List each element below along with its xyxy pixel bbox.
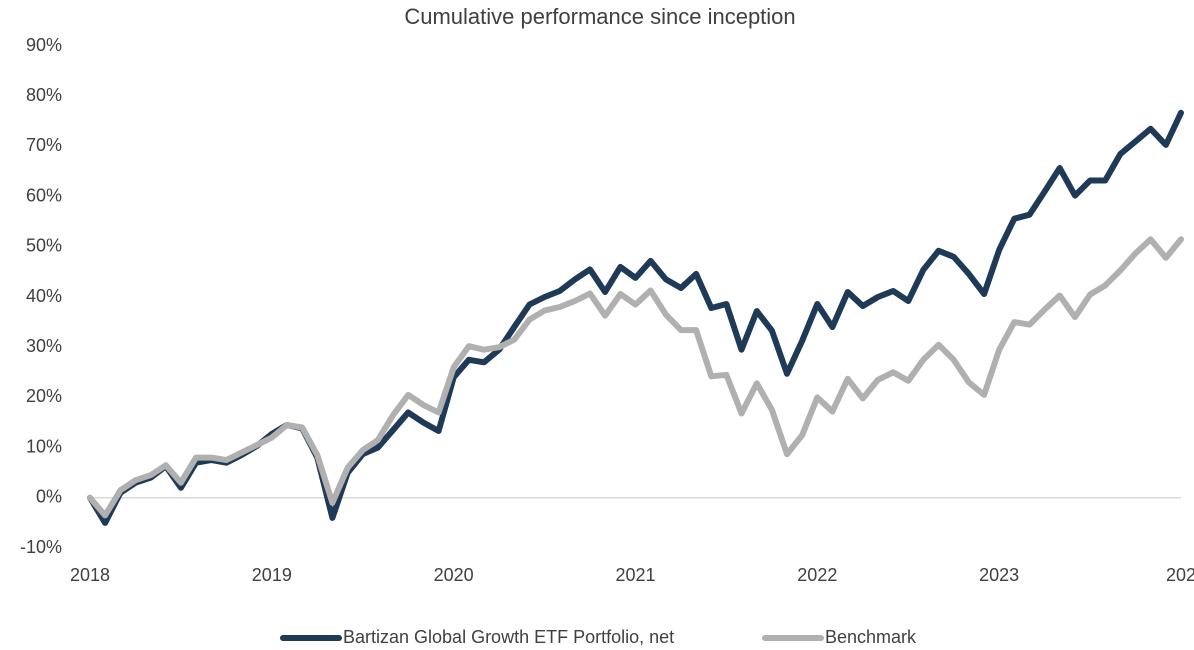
legend-label: Benchmark (825, 627, 917, 647)
y-tick-label: 20% (26, 386, 62, 406)
legend-label: Bartizan Global Growth ETF Portfolio, ne… (343, 627, 674, 647)
y-tick-label: 30% (26, 336, 62, 356)
x-tick-label: 2018 (70, 565, 110, 585)
y-tick-label: 40% (26, 286, 62, 306)
y-tick-label: 90% (26, 35, 62, 55)
x-tick-label: 2022 (797, 565, 837, 585)
y-tick-label: -10% (20, 537, 62, 557)
x-tick-label: 2019 (252, 565, 292, 585)
chart-title: Cumulative performance since inception (404, 4, 795, 29)
y-tick-label: 70% (26, 135, 62, 155)
series-line (87, 236, 1184, 519)
y-tick-label: 50% (26, 236, 62, 256)
y-tick-label: 80% (26, 85, 62, 105)
x-tick-label: 2021 (615, 565, 655, 585)
x-tick-label: 202 (1166, 565, 1194, 585)
x-tick-label: 2020 (434, 565, 474, 585)
x-tick-label: 2023 (979, 565, 1019, 585)
y-tick-label: 0% (36, 487, 62, 507)
y-tick-label: 60% (26, 185, 62, 205)
y-tick-label: 10% (26, 436, 62, 456)
series-line (87, 109, 1184, 526)
